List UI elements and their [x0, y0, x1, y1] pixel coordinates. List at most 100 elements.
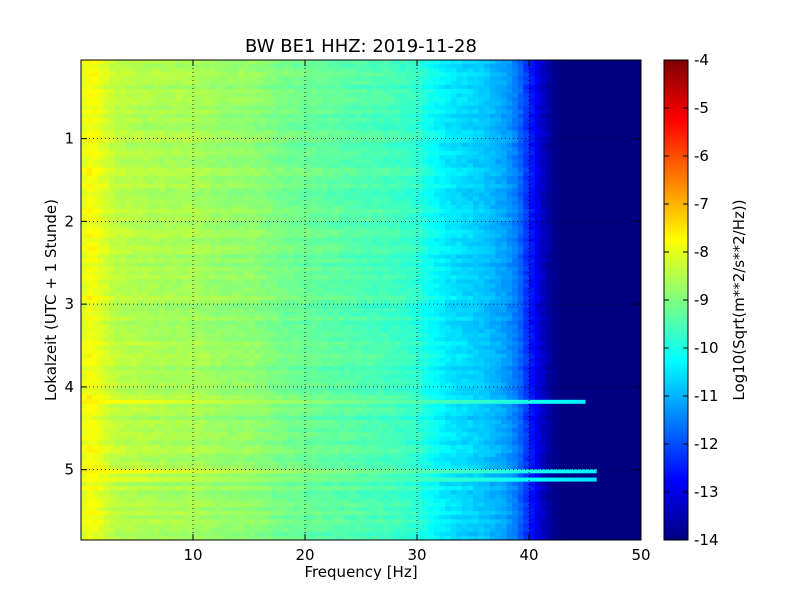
- heatmap-cell: [366, 258, 373, 264]
- heatmap-cell: [422, 171, 429, 177]
- heatmap-cell: [377, 109, 384, 115]
- heatmap-cell: [187, 229, 194, 235]
- heatmap-cell: [193, 151, 200, 156]
- heatmap-cell: [557, 122, 564, 127]
- heatmap-cell: [557, 250, 564, 256]
- heatmap-cell: [607, 134, 614, 140]
- heatmap-cell: [271, 225, 278, 231]
- heatmap-cell: [417, 225, 424, 231]
- heatmap-cell: [601, 192, 608, 198]
- heatmap-cell: [187, 159, 194, 165]
- heatmap-cell: [271, 246, 278, 251]
- heatmap-cell: [383, 68, 390, 74]
- heatmap-cell: [271, 250, 278, 256]
- heatmap-cell: [590, 159, 597, 165]
- heatmap-cell: [590, 242, 597, 247]
- heatmap-cell: [243, 180, 250, 185]
- heatmap-cell: [590, 88, 597, 94]
- heatmap-cell: [170, 64, 177, 69]
- heatmap-cell: [607, 262, 614, 268]
- heatmap-cell: [529, 113, 536, 119]
- heatmap-cell: [193, 254, 200, 260]
- heatmap-cell: [321, 180, 328, 185]
- heatmap-cell: [148, 184, 155, 189]
- heatmap-cell: [366, 146, 373, 152]
- heatmap-cell: [142, 138, 149, 144]
- heatmap-cell: [495, 109, 502, 115]
- heatmap-cell: [478, 192, 485, 198]
- heatmap-cell: [86, 246, 93, 251]
- heatmap-cell: [512, 101, 519, 107]
- heatmap-cell: [333, 204, 340, 210]
- heatmap-cell: [271, 64, 278, 69]
- heatmap-cell: [473, 163, 480, 169]
- heatmap-cell: [366, 229, 373, 235]
- heatmap-cell: [159, 97, 166, 102]
- heatmap-cell: [92, 134, 99, 140]
- heatmap-cell: [226, 155, 233, 160]
- heatmap-cell: [209, 217, 216, 222]
- heatmap-cell: [618, 204, 625, 210]
- heatmap-cell: [159, 76, 166, 82]
- heatmap-cell: [596, 109, 603, 115]
- heatmap-cell: [512, 184, 519, 189]
- heatmap-cell: [366, 105, 373, 111]
- heatmap-cell: [293, 242, 300, 247]
- heatmap-cell: [316, 151, 323, 156]
- heatmap-cell: [405, 88, 412, 94]
- heatmap-cell: [282, 208, 289, 214]
- heatmap-cell: [260, 250, 267, 256]
- heatmap-cell: [165, 217, 172, 222]
- heatmap-cell: [232, 76, 239, 82]
- heatmap-cell: [120, 159, 127, 165]
- heatmap-cell: [383, 117, 390, 123]
- heatmap-cell: [579, 122, 586, 127]
- heatmap-cell: [81, 258, 88, 264]
- heatmap-cell: [540, 151, 547, 156]
- heatmap-cell: [545, 130, 552, 136]
- heatmap-cell: [568, 88, 575, 94]
- heatmap-cell: [114, 101, 121, 107]
- heatmap-cell: [327, 142, 334, 148]
- heatmap-cell: [601, 217, 608, 222]
- heatmap-cell: [271, 188, 278, 194]
- heatmap-cell: [512, 60, 519, 65]
- heatmap-cell: [148, 167, 155, 173]
- heatmap-cell: [473, 109, 480, 115]
- heatmap-cell: [534, 60, 541, 65]
- heatmap-cell: [405, 142, 412, 148]
- heatmap-cell: [635, 167, 641, 173]
- heatmap-cell: [271, 192, 278, 198]
- heatmap-cell: [243, 146, 250, 152]
- heatmap-cell: [372, 64, 379, 69]
- heatmap-cell: [293, 204, 300, 210]
- heatmap-cell: [277, 180, 284, 185]
- heatmap-cell: [209, 151, 216, 156]
- heatmap-cell: [243, 167, 250, 173]
- heatmap-cell: [288, 101, 295, 107]
- heatmap-cell: [333, 84, 340, 90]
- heatmap-cell: [456, 138, 463, 144]
- heatmap-cell: [461, 163, 468, 169]
- heatmap-cell: [545, 117, 552, 123]
- heatmap-cell: [461, 105, 468, 111]
- heatmap-cell: [131, 192, 138, 198]
- heatmap-cell: [153, 151, 160, 156]
- heatmap-cell: [635, 188, 641, 194]
- heatmap-cell: [125, 117, 132, 123]
- heatmap-cell: [103, 113, 110, 119]
- heatmap-cell: [176, 213, 183, 218]
- heatmap-cell: [377, 130, 384, 136]
- heatmap-cell: [148, 188, 155, 194]
- heatmap-cell: [181, 204, 188, 210]
- heatmap-cell: [209, 134, 216, 140]
- heatmap-cell: [310, 122, 317, 127]
- heatmap-cell: [512, 192, 519, 198]
- heatmap-cell: [204, 246, 211, 251]
- heatmap-cell: [450, 246, 457, 251]
- heatmap-cell: [142, 105, 149, 111]
- heatmap-cell: [265, 126, 272, 131]
- heatmap-cell: [405, 146, 412, 152]
- heatmap-cell: [635, 101, 641, 107]
- heatmap-cell: [461, 171, 468, 177]
